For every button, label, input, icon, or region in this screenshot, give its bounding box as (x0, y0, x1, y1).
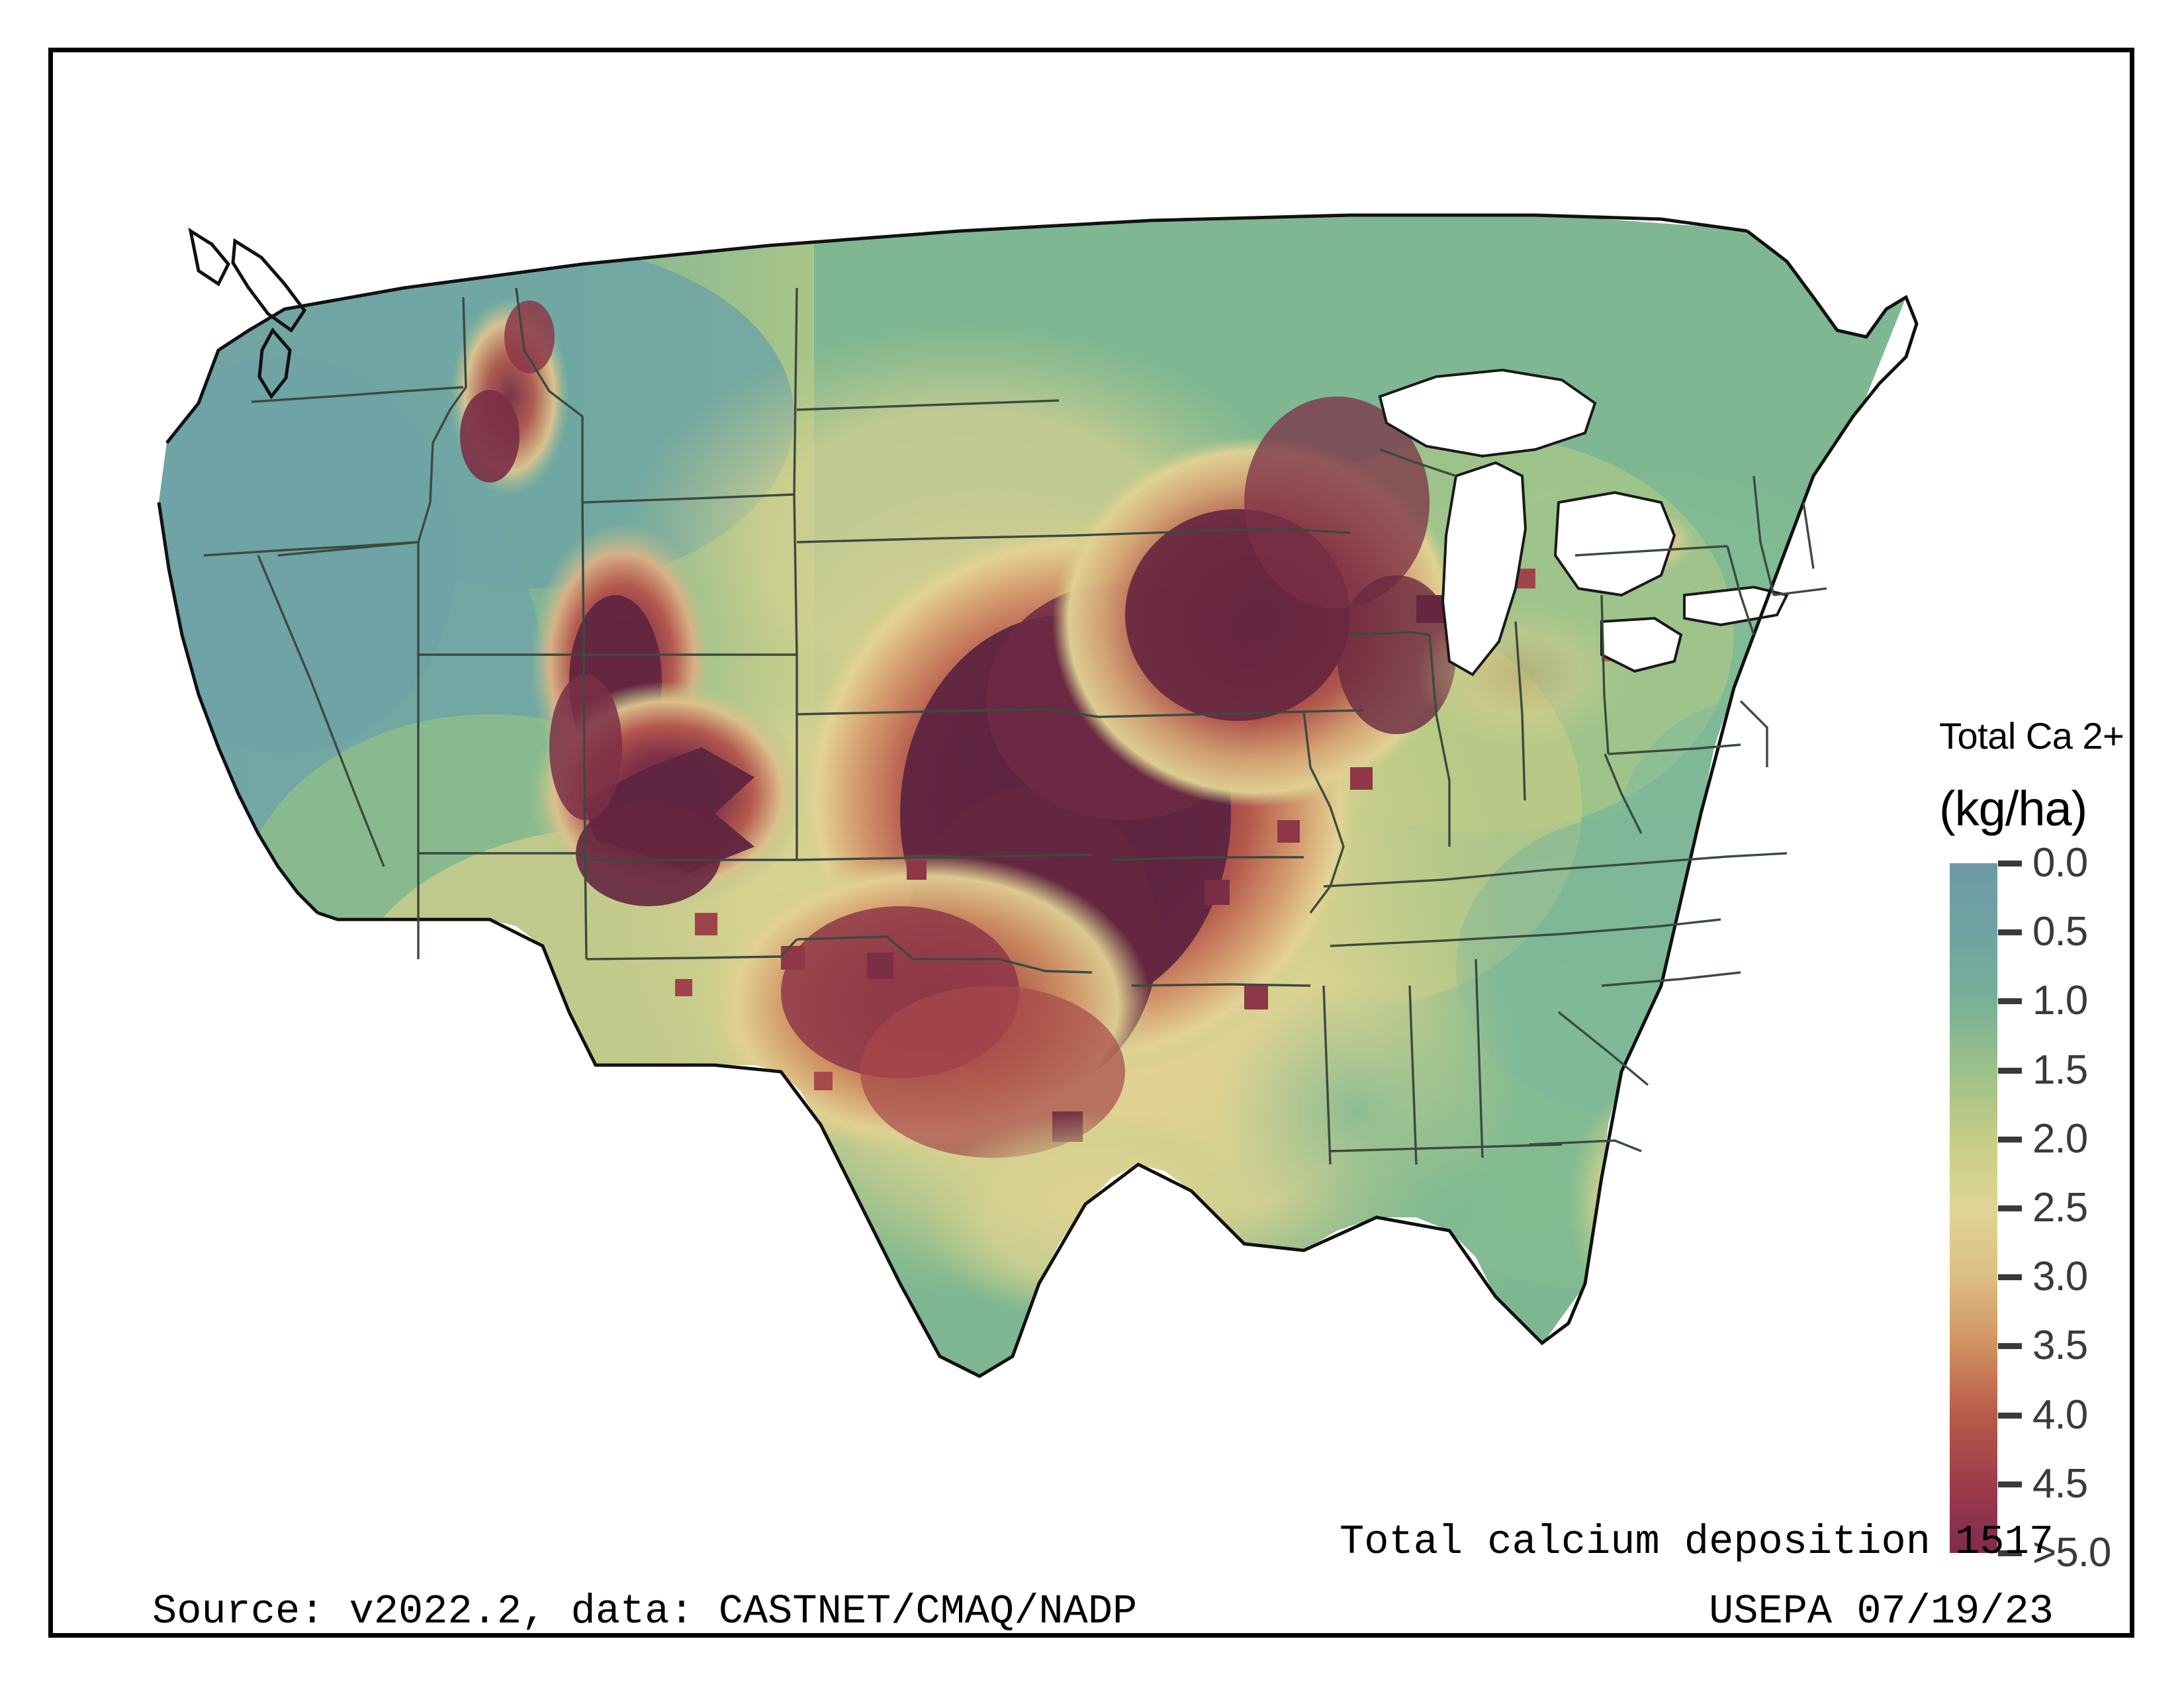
colorbar-tick-label: 1.5 (2032, 1047, 2088, 1093)
colorbar-tick-mark (1998, 1067, 2022, 1074)
colorbar-tick-label: 4.5 (2032, 1460, 2088, 1507)
legend-title: Total Ca 2+ (1939, 715, 2124, 757)
colorbar-tick-label: 2.0 (2032, 1115, 2088, 1162)
deposition-map (119, 132, 1972, 1509)
colorbar-tick-mark (1998, 1205, 2022, 1211)
colorbar-tick-mark (1998, 1274, 2022, 1281)
map-caption-title: Total calcium deposition 1517 (1340, 1519, 2054, 1566)
colorbar (1950, 863, 1997, 1553)
map-panel (119, 132, 1972, 1509)
colorbar-tick-label: 3.5 (2032, 1323, 2088, 1369)
non-us-mask (119, 132, 1972, 1509)
national-borders (157, 213, 1919, 1378)
map-caption-source: Source: v2022.2, data: CASTNET/CMAQ/NADP (152, 1588, 1138, 1635)
colorbar-tick-label: 2.5 (2032, 1185, 2088, 1231)
great-lakes (1378, 368, 1789, 677)
colorbar-tick-label: >5.0 (2032, 1530, 2111, 1575)
colorbar-tick-mark (1998, 998, 2022, 1005)
colorbar-tick-label: 0.0 (2032, 840, 2088, 886)
legend-units: (kg/ha) (1939, 781, 2087, 836)
colorbar-tick-mark (1998, 861, 2022, 867)
figure-frame: Total Ca 2+ (kg/ha) 0.0 0.5 1.0 1.5 2.0 2.5 3.… (48, 48, 2134, 1638)
colorbar-tick-mark (1998, 1481, 2022, 1487)
colorbar-tick-label: 0.5 (2032, 909, 2088, 955)
map-caption-agency: USEPA 07/19/23 (1709, 1588, 2054, 1635)
colorbar-tick-mark (1998, 1136, 2022, 1143)
colorbar-tick-mark (1998, 1343, 2022, 1350)
colorbar-tick-mark (1998, 1412, 2022, 1419)
colorbar-tick-mark (1998, 1550, 2022, 1556)
map-legend: Total Ca 2+ (kg/ha) 0.0 0.5 1.0 1.5 2.0 2.5 3.… (1903, 714, 2181, 1575)
state-boundaries (203, 287, 1827, 1165)
colorbar-tick-label: 4.0 (2032, 1391, 2088, 1438)
colorbar-tick-label: 3.0 (2032, 1254, 2088, 1300)
colorbar-tick-label: 1.0 (2032, 978, 2088, 1024)
colorbar-tick-mark (1998, 929, 2022, 936)
